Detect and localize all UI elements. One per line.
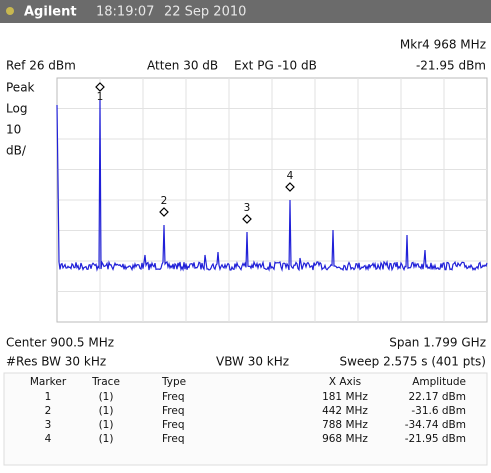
table-cell: (1) xyxy=(99,419,114,431)
vbw: VBW 30 kHz xyxy=(216,355,289,369)
header-bar xyxy=(0,0,491,23)
table-header: Amplitude xyxy=(412,376,466,388)
table-header: X Axis xyxy=(329,376,361,388)
marker-table: Marker Trace Type X Axis Amplitude 1 (1) Freq 18… xyxy=(30,376,466,445)
marker-readout: Mkr4 968 MHz xyxy=(400,38,486,52)
attenuation: Atten 30 dB xyxy=(147,59,218,73)
table-cell: Freq xyxy=(162,419,185,431)
marker-diamond xyxy=(242,214,252,224)
table-cell: -31.6 dBm xyxy=(411,405,466,417)
scale-value: 10 xyxy=(6,123,21,137)
sweep: Sweep 2.575 s (401 pts) xyxy=(339,355,486,369)
table-header: Trace xyxy=(91,376,120,388)
marker-number: 4 xyxy=(287,170,294,182)
marker-table-bg xyxy=(3,372,488,466)
table-cell: (1) xyxy=(99,391,114,403)
detector: Peak xyxy=(6,81,35,95)
scale-type: Log xyxy=(6,102,27,116)
table-cell: 442 MHz xyxy=(322,405,368,417)
table-cell: 4 xyxy=(45,433,52,445)
table-cell: -34.74 dBm xyxy=(405,419,466,431)
ext-pg: Ext PG -10 dB xyxy=(234,59,317,73)
marker-diamond xyxy=(285,182,295,192)
table-cell: 22.17 dBm xyxy=(409,391,467,403)
table-cell: (1) xyxy=(99,433,114,445)
table-cell: 1 xyxy=(45,391,52,403)
trace xyxy=(56,99,488,272)
table-cell: 3 xyxy=(45,419,52,431)
marker-diamond xyxy=(95,82,105,92)
logo-icon xyxy=(6,7,14,15)
table-header: Type xyxy=(161,376,186,388)
marker-number: 2 xyxy=(161,195,168,207)
table-header: Marker xyxy=(30,376,67,388)
ref-level: Ref 26 dBm xyxy=(6,59,76,73)
graticule xyxy=(56,77,488,323)
table-cell: (1) xyxy=(99,405,114,417)
brand: Agilent xyxy=(24,5,77,20)
res-bw: #Res BW 30 kHz xyxy=(6,355,106,369)
table-cell: Freq xyxy=(162,391,185,403)
table-cell: 968 MHz xyxy=(322,433,368,445)
scale-unit: dB/ xyxy=(6,144,27,158)
table-cell: 788 MHz xyxy=(322,419,368,431)
markers: 1 2 3 4 xyxy=(95,82,295,224)
date: 22 Sep 2010 xyxy=(164,5,246,20)
marker-number: 3 xyxy=(244,202,251,214)
marker-number: 1 xyxy=(97,91,104,103)
time: 18:19:07 xyxy=(96,5,154,20)
span: Span 1.799 GHz xyxy=(389,336,486,350)
center-freq: Center 900.5 MHz xyxy=(6,336,114,350)
marker-diamond xyxy=(159,207,169,217)
marker-amplitude: -21.95 dBm xyxy=(416,59,486,73)
table-cell: -21.95 dBm xyxy=(405,433,466,445)
table-cell: Freq xyxy=(162,433,185,445)
table-cell: 2 xyxy=(45,405,52,417)
table-cell: Freq xyxy=(162,405,185,417)
table-cell: 181 MHz xyxy=(322,391,368,403)
